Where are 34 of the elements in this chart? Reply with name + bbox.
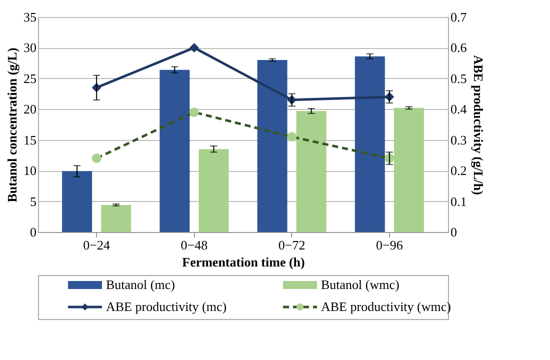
x-tick-label: 0−72 [278,238,306,252]
bar [160,70,190,232]
x-tick-label: 0−24 [83,238,110,252]
y2-tick-label: 0.2 [450,163,467,178]
bar [198,149,229,232]
legend-label: ABE productivity (mc) [106,299,227,314]
bar [354,56,385,232]
y-tick-label: 35 [24,10,36,24]
x-axis-title: Fermentation time (h) [182,254,305,270]
bar [101,204,132,232]
bar [62,171,92,232]
y-tick-label: 25 [24,70,36,86]
legend-label: Butanol (mc) [106,277,175,292]
bar [257,60,288,232]
y2-tick-label: 0 [450,224,457,240]
y-axis-title: Butanol concentration (g/L) [4,48,20,202]
y2-tick-label: 0.6 [450,40,468,56]
y2-tick-label: 0.4 [450,102,468,117]
x-tick-label: 0−48 [180,238,208,252]
y2-tick-label: 0.3 [450,132,467,148]
y2-tick-label: 0.1 [450,194,467,209]
y2-tick-label: 0.5 [450,70,467,86]
x-tick-label: 0−96 [376,238,404,252]
y-tick-label: 15 [24,132,36,148]
y2-tick-label: 0.7 [450,10,468,24]
y-tick-label: 20 [24,102,36,117]
legend-label: ABE productivity (wmc) [321,299,451,314]
legend-label: Butanol (wmc) [321,277,400,292]
point [189,42,199,52]
y-tick-label: 30 [24,40,36,56]
y-tick-label: 10 [24,163,36,178]
y-tick-label: 5 [30,194,36,209]
y2-axis-title: ABE productivity (g/L/h) [470,55,486,195]
y-tick-label: 0 [30,224,36,240]
